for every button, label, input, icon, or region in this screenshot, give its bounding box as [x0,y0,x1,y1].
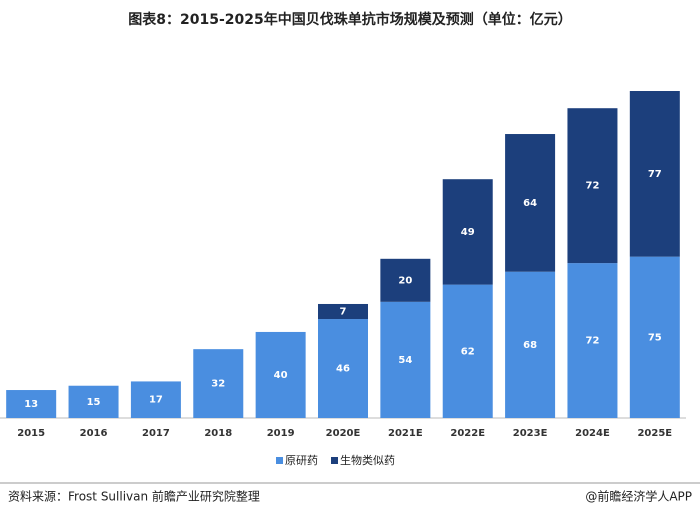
data-label: 20 [398,275,412,286]
legend-swatch [276,457,283,464]
bar-segment [505,271,556,418]
x-tick-label: 2017 [142,428,170,439]
data-label: 72 [585,336,599,347]
bar-segment [380,258,431,302]
bar-segment [505,134,556,272]
bar-segment [629,256,680,418]
source: 资料来源：Frost Sullivan 前瞻产业研究院整理 [8,489,260,504]
data-label: 72 [585,181,599,192]
legend-label: 生物类似药 [340,453,395,467]
bar-segment [629,91,680,257]
x-tick-label: 2021E [388,428,423,439]
x-tick-label: 2020E [326,428,361,439]
bar-segment [318,319,368,418]
x-tick-label: 2019 [267,428,295,439]
bar-segment [442,284,493,418]
legend-label: 原研药 [285,454,318,467]
bar-segment [380,301,431,418]
x-tick-label: 2015 [17,428,45,439]
bar-segment [6,390,57,418]
data-label: 13 [24,399,38,410]
x-tick-label: 2023E [513,428,548,439]
footer: @前瞻经济学人APP [585,489,692,504]
data-label: 17 [149,395,163,406]
data-label: 32 [211,379,225,390]
x-tick-label: 2016 [80,428,108,439]
bar-segment [255,331,306,418]
bar-segment [567,263,618,418]
data-label: 77 [648,169,662,180]
x-tick-label: 2024E [575,428,610,439]
bar-segment [442,179,493,285]
data-label: 49 [461,227,475,238]
data-label: 62 [461,346,475,357]
chart-title: 图表8：2015-2025年中国贝伐珠单抗市场规模及预测（单位：亿元） [128,11,571,28]
x-tick-label: 2022E [450,428,485,439]
x-tick-label: 2025E [637,428,672,439]
data-label: 75 [648,332,662,343]
bar-segment [318,303,368,320]
legend-swatch [331,457,338,464]
bar-segment [193,349,244,418]
bar-segment [130,381,181,418]
data-label: 46 [336,364,350,375]
data-label: 68 [523,340,537,351]
data-label: 7 [340,307,347,318]
bar-segment [68,385,119,418]
bar-segment [567,108,618,264]
x-tick-label: 2018 [204,428,232,439]
data-label: 15 [87,397,101,408]
data-label: 40 [274,370,288,381]
data-label: 64 [523,198,537,209]
data-label: 54 [398,355,412,366]
